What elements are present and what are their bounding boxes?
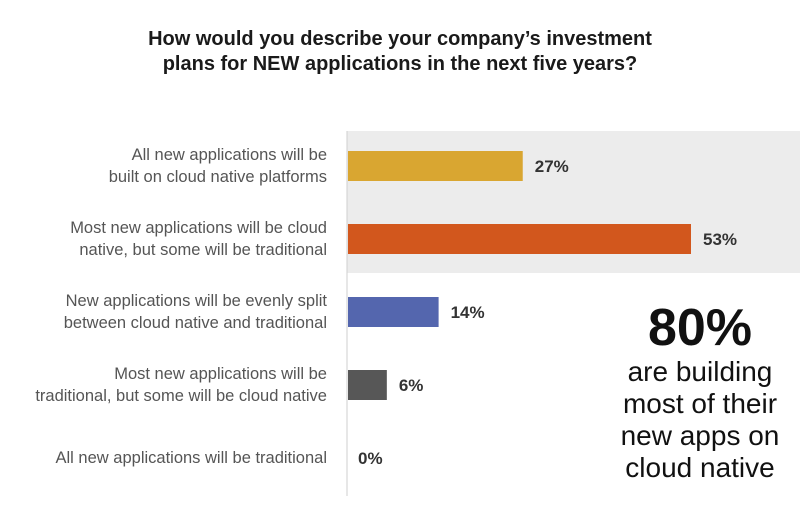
callout: 80% are building most of their new apps … — [600, 300, 800, 484]
callout-line-4: cloud native — [625, 452, 775, 483]
value-label-5: 0% — [358, 449, 383, 468]
category-label-1: All new applications will be built on clo… — [0, 144, 327, 188]
callout-line-2: most of their — [622, 388, 778, 419]
category-label-2: Most new applications will be cloud nativ… — [0, 217, 327, 261]
bar-2 — [348, 224, 691, 254]
chart-title-line-2: plans for NEW applications in the next f… — [162, 53, 638, 75]
value-label-2: 53% — [703, 230, 737, 249]
category-label-1-line-2: built on cloud native platforms — [108, 168, 327, 186]
category-label-5-line-1: All new applications will be traditional — [55, 449, 327, 467]
category-label-3-line-1: New applications will be evenly split — [65, 292, 327, 310]
callout-percentage: 80% — [647, 299, 753, 357]
category-label-4-line-2: traditional, but some will be cloud nati… — [35, 387, 327, 405]
value-label-1: 27% — [535, 157, 569, 176]
category-label-2-line-2: native, but some will be traditional — [79, 241, 327, 259]
category-label-5: All new applications will be traditional — [0, 447, 327, 469]
bar-3 — [348, 297, 439, 327]
category-label-4: Most new applications will be traditional… — [0, 363, 327, 407]
bar-1 — [348, 151, 523, 181]
bar-4 — [348, 370, 387, 400]
category-label-2-line-1: Most new applications will be cloud — [70, 219, 327, 237]
chart-title-line-1: How would you describe your company’s in… — [148, 28, 652, 50]
value-label-3: 14% — [451, 303, 485, 322]
value-label-4: 6% — [399, 376, 424, 395]
callout-line-3: new apps on — [620, 420, 780, 451]
category-label-1-line-1: All new applications will be — [131, 146, 327, 164]
category-label-3-line-2: between cloud native and traditional — [63, 314, 327, 332]
callout-line-1: are building — [627, 356, 773, 387]
category-label-3: New applications will be evenly split bet… — [0, 290, 327, 334]
category-label-4-line-1: Most new applications will be — [114, 365, 327, 383]
